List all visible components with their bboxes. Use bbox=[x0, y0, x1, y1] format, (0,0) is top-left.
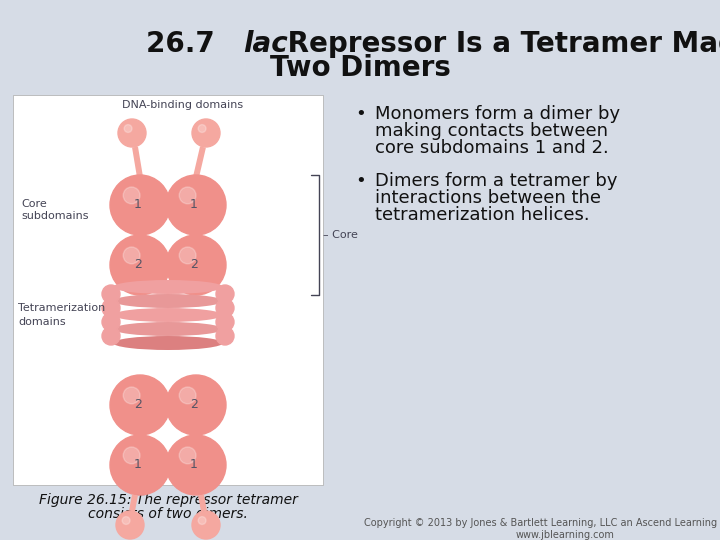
Circle shape bbox=[198, 125, 206, 132]
Text: Repressor Is a Tetramer Made of: Repressor Is a Tetramer Made of bbox=[278, 30, 720, 58]
Circle shape bbox=[179, 387, 196, 404]
Polygon shape bbox=[132, 146, 143, 178]
Circle shape bbox=[192, 511, 220, 539]
Circle shape bbox=[179, 447, 196, 464]
Circle shape bbox=[216, 327, 234, 345]
Circle shape bbox=[122, 517, 130, 524]
Circle shape bbox=[102, 285, 120, 303]
Circle shape bbox=[102, 327, 120, 345]
Text: Two Dimers: Two Dimers bbox=[269, 54, 451, 82]
Circle shape bbox=[166, 235, 226, 295]
Ellipse shape bbox=[113, 322, 223, 336]
Circle shape bbox=[116, 511, 144, 539]
Ellipse shape bbox=[113, 280, 223, 294]
Ellipse shape bbox=[113, 308, 223, 322]
Circle shape bbox=[118, 119, 146, 147]
Text: 1: 1 bbox=[190, 458, 198, 471]
Text: Figure 26.15: The repressor tetramer: Figure 26.15: The repressor tetramer bbox=[39, 493, 297, 507]
Circle shape bbox=[123, 447, 140, 464]
Text: Dimers form a tetramer by: Dimers form a tetramer by bbox=[375, 172, 618, 190]
Text: Copyright © 2013 by Jones & Bartlett Learning, LLC an Ascend Learning Company
ww: Copyright © 2013 by Jones & Bartlett Lea… bbox=[364, 518, 720, 539]
Circle shape bbox=[110, 175, 170, 235]
Text: interactions between the: interactions between the bbox=[375, 189, 601, 207]
FancyBboxPatch shape bbox=[13, 95, 323, 485]
Ellipse shape bbox=[113, 336, 223, 350]
Text: 2: 2 bbox=[190, 259, 198, 272]
Text: Tetramerization
domains: Tetramerization domains bbox=[18, 303, 105, 327]
Circle shape bbox=[102, 313, 120, 331]
Circle shape bbox=[123, 187, 140, 204]
Circle shape bbox=[216, 285, 234, 303]
Text: 2: 2 bbox=[190, 399, 198, 411]
Circle shape bbox=[110, 375, 170, 435]
Circle shape bbox=[110, 435, 170, 495]
Circle shape bbox=[124, 125, 132, 132]
Text: 2: 2 bbox=[134, 259, 142, 272]
Circle shape bbox=[166, 175, 226, 235]
Text: tetramerization helices.: tetramerization helices. bbox=[375, 206, 590, 224]
Text: making contacts between: making contacts between bbox=[375, 122, 608, 140]
Circle shape bbox=[216, 313, 234, 331]
Circle shape bbox=[198, 517, 206, 524]
Circle shape bbox=[179, 187, 196, 204]
Text: 1: 1 bbox=[134, 458, 142, 471]
Text: DNA-binding domains: DNA-binding domains bbox=[122, 100, 243, 110]
Text: Core
subdomains: Core subdomains bbox=[21, 199, 89, 221]
Polygon shape bbox=[198, 495, 207, 511]
Circle shape bbox=[166, 375, 226, 435]
Text: 1: 1 bbox=[190, 199, 198, 212]
Circle shape bbox=[166, 435, 226, 495]
Text: •: • bbox=[355, 172, 366, 190]
Circle shape bbox=[192, 119, 220, 147]
Circle shape bbox=[216, 299, 234, 317]
Text: 1: 1 bbox=[134, 199, 142, 212]
Circle shape bbox=[123, 387, 140, 404]
Circle shape bbox=[123, 247, 140, 264]
Text: lac: lac bbox=[243, 30, 288, 58]
Text: core subdomains 1 and 2.: core subdomains 1 and 2. bbox=[375, 139, 608, 157]
Text: – Core: – Core bbox=[323, 230, 358, 240]
Text: •: • bbox=[355, 105, 366, 123]
Polygon shape bbox=[193, 146, 206, 178]
Text: Monomers form a dimer by: Monomers form a dimer by bbox=[375, 105, 620, 123]
Ellipse shape bbox=[113, 294, 223, 308]
Circle shape bbox=[179, 247, 196, 264]
Circle shape bbox=[110, 235, 170, 295]
Text: 26.7: 26.7 bbox=[146, 30, 243, 58]
Text: consists of two dimers.: consists of two dimers. bbox=[88, 507, 248, 521]
Text: 2: 2 bbox=[134, 399, 142, 411]
Polygon shape bbox=[129, 495, 138, 511]
Circle shape bbox=[102, 299, 120, 317]
